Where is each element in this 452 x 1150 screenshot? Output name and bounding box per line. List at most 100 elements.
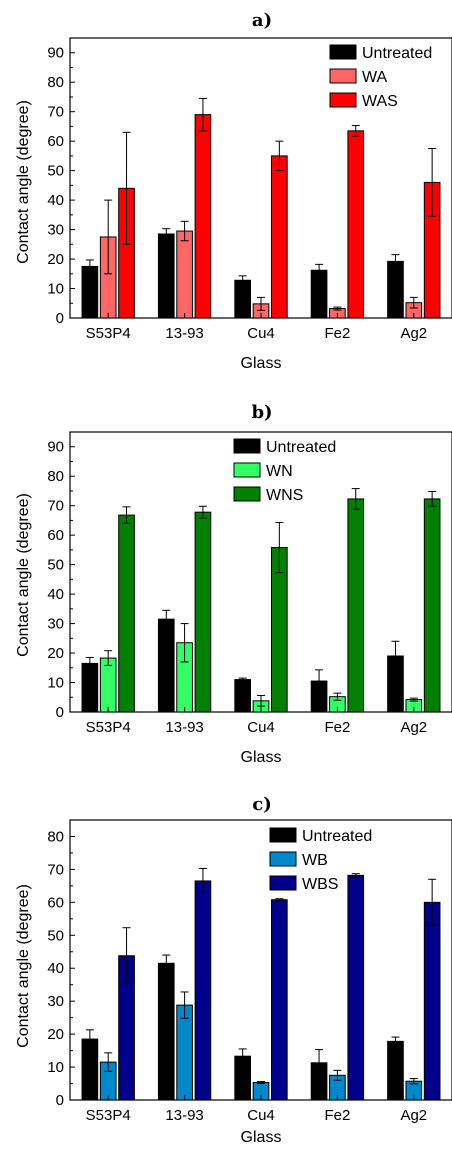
y-tick-label: 70 [47,498,64,515]
bar [387,1040,404,1101]
bar [423,901,441,1101]
y-tick-label: 0 [56,1092,64,1109]
legend-label: WB [302,852,328,869]
x-tick-label: Ag2 [400,719,427,736]
chart-marks: 0 10 20 30 40 50 60 70 80 90 S53P4 13-93 Cu4 Fe2 Ag2 [47,37,452,342]
chart-panel-c: c) 0 10 20 30 40 50 60 70 80 S53P4 13-93 Cu4 Fe2 Ag2 … [0,780,452,1150]
y-tick-label: 90 [47,45,64,62]
x-tick-label: Cu4 [247,1107,275,1124]
y-tick-label: 30 [47,222,64,239]
x-tick-label: Fe2 [324,1107,350,1124]
legend-label: WAS [362,93,398,110]
bar [194,511,212,713]
legend-label: WBS [302,876,338,893]
legend-swatch [329,68,357,84]
x-tick-label: Ag2 [400,1107,427,1124]
bar [194,880,212,1101]
legend-swatch [233,486,261,502]
y-tick-label: 80 [47,74,64,91]
chart-panel-a: a) 0 10 20 30 40 50 60 70 80 90 S53P4 13-93 Cu4 Fe2 Ag… [0,0,452,380]
y-tick-label: 50 [47,557,64,574]
y-tick-label: 20 [47,1026,64,1043]
x-tick-label: Fe2 [324,719,350,736]
bar [157,618,175,713]
y-tick-label: 0 [56,310,64,327]
chart-svg-b: b) 0 10 20 30 40 50 60 70 80 90 S53P4 13-93 Cu4 Fe2 Ag… [15,402,452,766]
x-tick-label: 13-93 [165,1107,203,1124]
bar [81,662,99,713]
y-tick-label: 10 [47,675,64,692]
chart-title: b) [251,402,272,423]
chart-legend: Untreated WA WAS [329,44,432,110]
bar [194,114,212,319]
y-tick-label: 60 [47,527,64,544]
legend-label: Untreated [362,45,432,62]
y-tick-label: 40 [47,586,64,603]
x-tick-label: S53P4 [86,719,131,736]
legend-swatch [329,92,357,108]
y-axis-label: Contact angle (degree) [15,100,32,264]
x-axis-label: Glass [241,749,282,766]
bar [423,498,441,713]
legend-label: Untreated [266,439,336,456]
y-axis-label: Contact angle (degree) [15,493,32,657]
bar [347,498,365,713]
bar [157,962,175,1101]
legend-swatch [329,44,357,60]
y-tick-label: 70 [47,104,64,121]
bar [234,679,251,713]
x-tick-label: Ag2 [400,325,427,342]
x-tick-label: 13-93 [165,325,203,342]
bar [81,265,99,319]
bar [387,260,404,319]
legend-label: WNS [266,487,303,504]
bar [310,269,328,319]
legend-swatch [233,462,261,478]
y-tick-label: 70 [47,861,64,878]
bar [157,233,175,319]
y-tick-label: 30 [47,993,64,1010]
bar [176,1004,193,1101]
x-tick-label: S53P4 [86,325,131,342]
x-tick-label: S53P4 [86,1107,131,1124]
bar [176,230,193,319]
y-tick-label: 10 [47,281,64,298]
y-axis-label: Contact angle (degree) [15,884,32,1048]
y-tick-label: 60 [47,133,64,150]
x-axis-label: Glass [241,355,282,372]
y-tick-label: 30 [47,616,64,633]
legend-label: WN [266,463,293,480]
bar [347,874,365,1101]
chart-legend: Untreated WB WBS [269,827,372,893]
y-tick-label: 80 [47,468,64,485]
y-tick-label: 20 [47,251,64,268]
chart-svg-a: a) 0 10 20 30 40 50 60 70 80 90 S53P4 13-93 Cu4 Fe2 Ag… [15,10,452,372]
legend-label: WA [362,69,388,86]
y-tick-label: 80 [47,828,64,845]
legend-swatch [269,875,297,891]
y-tick-label: 40 [47,192,64,209]
y-tick-label: 40 [47,960,64,977]
bar [271,899,288,1101]
y-tick-label: 20 [47,645,64,662]
bar [271,155,288,319]
legend-swatch [269,827,297,843]
x-tick-label: Cu4 [247,325,275,342]
y-tick-label: 0 [56,704,64,721]
chart-panel-b: b) 0 10 20 30 40 50 60 70 80 90 S53P4 13-93 Cu4 Fe2 Ag… [0,390,452,770]
y-tick-label: 50 [47,163,64,180]
bar [234,279,251,319]
chart-title: c) [252,794,271,815]
x-tick-label: Fe2 [324,325,350,342]
x-tick-label: Cu4 [247,719,275,736]
y-tick-label: 90 [47,439,64,456]
y-tick-label: 10 [47,1059,64,1076]
legend-swatch [233,438,261,454]
x-tick-label: 13-93 [165,719,203,736]
chart-title: a) [252,10,272,31]
chart-marks: 0 10 20 30 40 50 60 70 80 S53P4 13-93 Cu4 Fe2 Ag2 [47,819,452,1124]
bar [99,657,117,713]
legend-label: Untreated [302,828,372,845]
bar [118,514,135,713]
